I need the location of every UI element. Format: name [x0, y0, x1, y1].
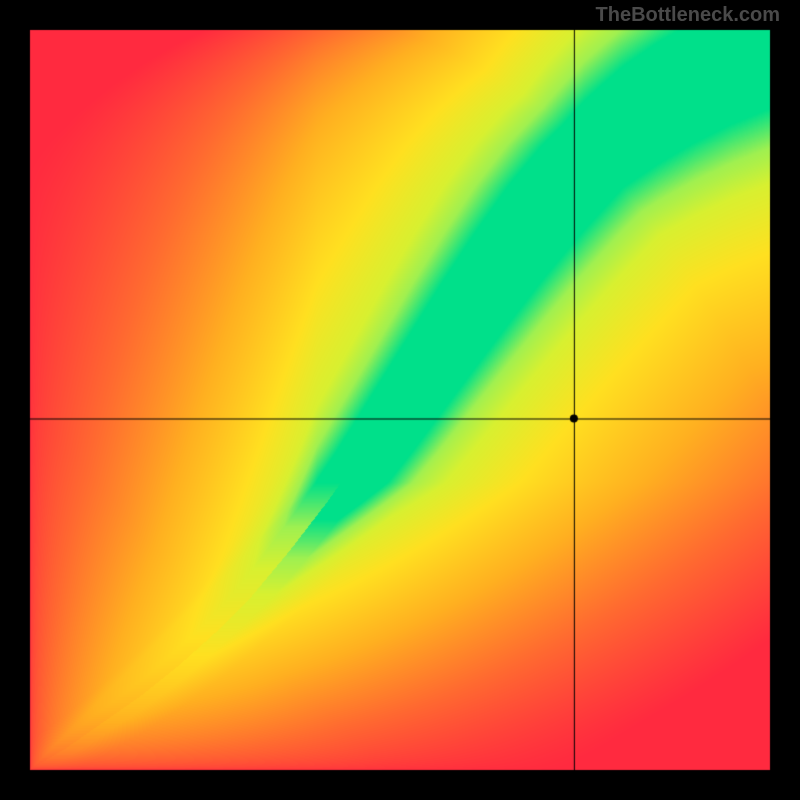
chart-container: TheBottleneck.com [0, 0, 800, 800]
watermark-text: TheBottleneck.com [596, 4, 780, 27]
bottleneck-heatmap [0, 0, 800, 800]
